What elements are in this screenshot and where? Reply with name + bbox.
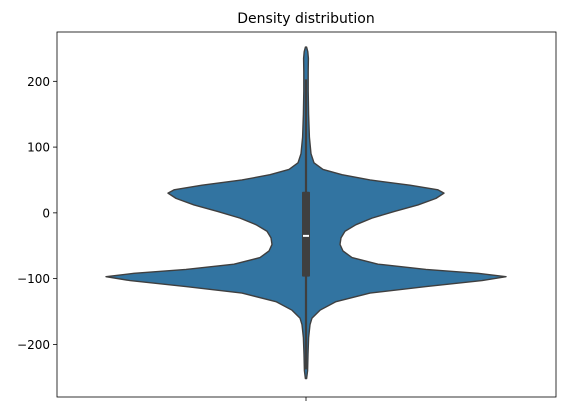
y-tick-label: 0 — [42, 206, 50, 220]
y-tick-label: −200 — [17, 338, 50, 352]
y-tick-label: 200 — [27, 75, 50, 89]
y-tick-label: 100 — [27, 141, 50, 155]
axes-frame — [56, 31, 557, 398]
y-axis: −200 −100 0 100 200 — [17, 75, 57, 352]
violin-iqr-box — [302, 191, 310, 277]
chart-title: Density distribution — [237, 11, 374, 27]
plot-area — [56, 31, 557, 398]
y-tick-label: −100 — [17, 272, 50, 286]
